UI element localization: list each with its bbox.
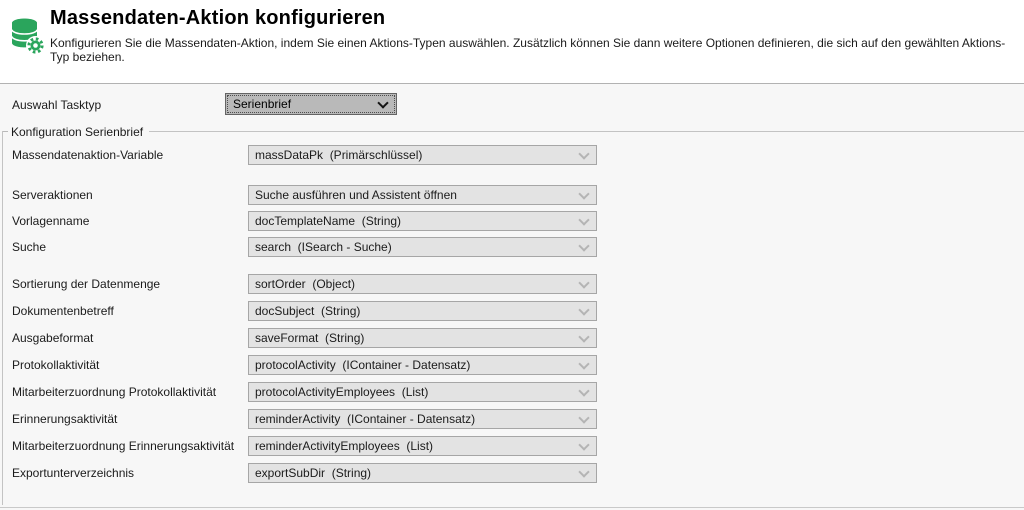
field-label: Suche [12,240,47,254]
exportunterverzeichnis-dropdown[interactable]: exportSubDir (String) [248,463,597,483]
bottom-divider [0,507,1024,508]
field-row-vorlagenname: Vorlagenname docTemplateName (String) [12,211,602,231]
chevron-down-icon [578,148,590,160]
dropdown-value: protocolActivity (IContainer - Datensatz… [255,358,471,372]
dropdown-value: docTemplateName (String) [255,214,402,228]
groupbox-border-top [149,131,1024,132]
tasktype-label: Auswahl Tasktyp [12,98,102,112]
field-label: Vorlagenname [12,214,90,228]
field-label: Mitarbeiterzuordnung Erinnerungsaktivitä… [12,439,235,453]
dokumentenbetreff-dropdown[interactable]: docSubject (String) [248,301,597,321]
mitarbeiter-protokoll-dropdown[interactable]: protocolActivityEmployees (List) [248,382,597,402]
field-label: Erinnerungsaktivität [12,412,118,426]
database-gear-icon [11,18,45,55]
dropdown-value: exportSubDir (String) [255,466,372,480]
dropdown-value: massDataPk (Primärschlüssel) [255,148,423,162]
field-row-dokumentenbetreff: Dokumentenbetreff docSubject (String) [12,301,602,321]
dropdown-value: Suche ausführen und Assistent öffnen [255,188,457,202]
field-label: Dokumentenbetreff [12,304,114,318]
chevron-down-icon [578,466,590,478]
groupbox-title: Konfiguration Serienbrief [11,125,144,139]
serveraktionen-dropdown[interactable]: Suche ausführen und Assistent öffnen [248,185,597,205]
mitarbeiter-erinnerung-dropdown[interactable]: reminderActivityEmployees (List) [248,436,597,456]
field-row-suche: Suche search (ISearch - Suche) [12,237,602,257]
chevron-down-icon [377,97,389,109]
field-label: Exportunterverzeichnis [12,466,135,480]
ausgabeformat-dropdown[interactable]: saveFormat (String) [248,328,597,348]
dropdown-value: sortOrder (Object) [255,277,356,291]
chevron-down-icon [578,385,590,397]
dropdown-value: docSubject (String) [255,304,361,318]
field-row-exportunterverzeichnis: Exportunterverzeichnis exportSubDir (Str… [12,463,602,483]
chevron-down-icon [578,304,590,316]
chevron-down-icon [578,188,590,200]
field-row-serveraktionen: Serveraktionen Suche ausführen und Assis… [12,185,602,205]
chevron-down-icon [578,331,590,343]
groupbox-border-left [2,131,3,505]
tasktyp-dropdown[interactable]: Serienbrief [225,93,397,115]
suche-dropdown[interactable]: search (ISearch - Suche) [248,237,597,257]
groupbox-border-corner [2,131,8,132]
dropdown-value: reminderActivity (IContainer - Datensatz… [255,412,476,426]
field-row-mitarbeiter-erinnerung: Mitarbeiterzuordnung Erinnerungsaktivitä… [12,436,602,456]
field-row-ausgabeformat: Ausgabeformat saveFormat (String) [12,328,602,348]
field-label: Massendatenaktion-Variable [12,148,164,162]
field-label: Mitarbeiterzuordnung Protokollaktivität [12,385,217,399]
erinnerungsaktivitaet-dropdown[interactable]: reminderActivity (IContainer - Datensatz… [248,409,597,429]
protokollaktivitaet-dropdown[interactable]: protocolActivity (IContainer - Datensatz… [248,355,597,375]
field-row-mitarbeiter-protokoll: Mitarbeiterzuordnung Protokollaktivität … [12,382,602,402]
dropdown-value: reminderActivityEmployees (List) [255,439,434,453]
page-description: Konfigurieren Sie die Massendaten-Aktion… [50,36,1006,64]
chevron-down-icon [578,358,590,370]
chevron-down-icon [578,277,590,289]
field-label: Serveraktionen [12,188,93,202]
chevron-down-icon [578,214,590,226]
field-label: Protokollaktivität [12,358,100,372]
wizard-header: Massendaten-Aktion konfigurieren Konfigu… [0,0,1024,84]
sortierung-dropdown[interactable]: sortOrder (Object) [248,274,597,294]
dropdown-value: protocolActivityEmployees (List) [255,385,429,399]
page-title: Massendaten-Aktion konfigurieren [50,7,386,29]
dropdown-value: saveFormat (String) [255,331,365,345]
field-row-sortierung: Sortierung der Datenmenge sortOrder (Obj… [12,274,602,294]
field-row-massendatenaktion-variable: Massendatenaktion-Variable massDataPk (P… [12,145,602,165]
dropdown-value: search (ISearch - Suche) [255,240,392,254]
vorlagenname-dropdown[interactable]: docTemplateName (String) [248,211,597,231]
field-row-erinnerungsaktivitaet: Erinnerungsaktivität reminderActivity (I… [12,409,602,429]
tasktyp-dropdown-value: Serienbrief [233,97,292,111]
massendatenaktion-variable-dropdown[interactable]: massDataPk (Primärschlüssel) [248,145,597,165]
field-row-protokollaktivitaet: Protokollaktivität protocolActivity (ICo… [12,355,602,375]
chevron-down-icon [578,439,590,451]
field-label: Ausgabeformat [12,331,94,345]
field-list: Massendatenaktion-Variable massDataPk (P… [12,132,602,483]
chevron-down-icon [578,412,590,424]
field-label: Sortierung der Datenmenge [12,277,161,291]
chevron-down-icon [578,240,590,252]
